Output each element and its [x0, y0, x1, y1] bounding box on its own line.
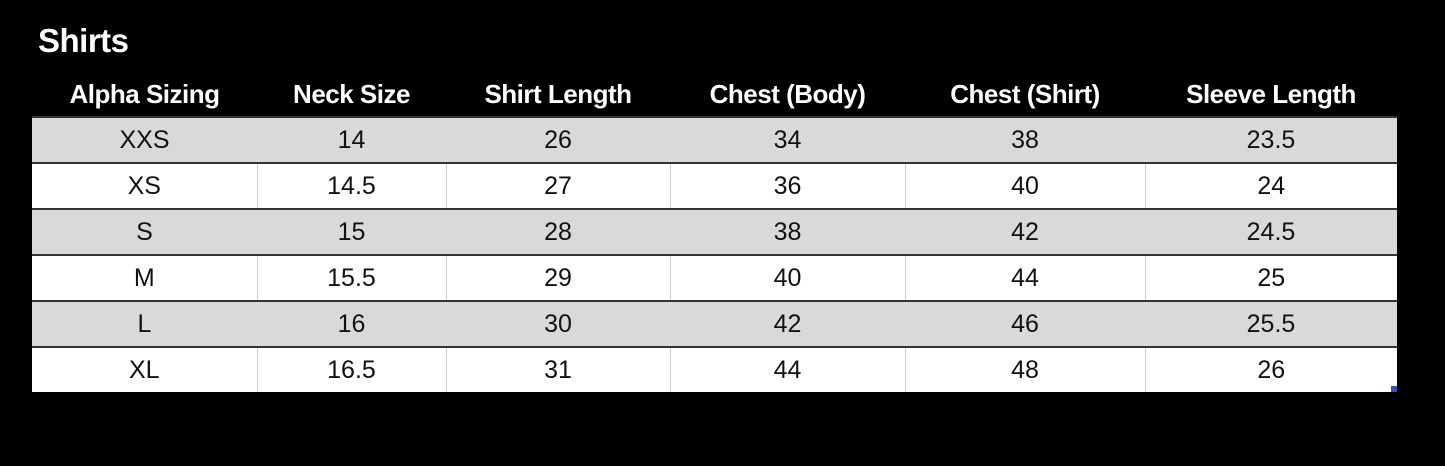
- table-cell[interactable]: 42: [670, 300, 905, 347]
- column-header: Sleeve Length: [1186, 78, 1356, 109]
- header-row: Alpha Sizing Neck Size Shirt Length Chest (…: [32, 72, 1397, 117]
- table-cell[interactable]: 48: [904, 346, 1145, 392]
- column-header: Neck Size: [293, 78, 410, 109]
- table-row: S 15 28 38 42 24.5: [32, 208, 1397, 255]
- table-cell[interactable]: 24.5: [1145, 208, 1397, 255]
- column-header: Shirt Length: [484, 78, 632, 109]
- table-row: M 15.5 29 40 44 25: [32, 254, 1397, 301]
- table-cell[interactable]: 25: [1144, 254, 1397, 301]
- table-cell[interactable]: 36: [669, 162, 905, 209]
- table-cell[interactable]: 40: [669, 254, 905, 301]
- table-row: L 16 30 42 46 25.5: [32, 300, 1397, 347]
- table-cell[interactable]: 27: [445, 162, 670, 209]
- table-cell[interactable]: L: [32, 300, 257, 347]
- table-cell[interactable]: 24: [1144, 162, 1397, 209]
- table-title: Shirts: [38, 22, 129, 59]
- table-cell[interactable]: 15.5: [256, 254, 446, 301]
- table-cell[interactable]: 23.5: [1145, 116, 1397, 163]
- table-cell[interactable]: 26: [1144, 346, 1397, 392]
- table-row: XXS 14 26 34 38 23.5: [32, 116, 1397, 163]
- column-header: Alpha Sizing: [69, 78, 221, 109]
- table-cell[interactable]: 34: [670, 116, 905, 163]
- table-cell[interactable]: 14.5: [256, 162, 446, 209]
- table-cell[interactable]: 26: [446, 116, 670, 163]
- column-header: Chest (Shirt): [950, 78, 1100, 109]
- table-cell[interactable]: 31: [445, 346, 670, 392]
- table-cell[interactable]: 16.5: [256, 346, 446, 392]
- table-cell[interactable]: 15: [257, 208, 446, 255]
- table-cell[interactable]: 38: [905, 116, 1145, 163]
- table-cell[interactable]: 44: [904, 254, 1145, 301]
- table-cell[interactable]: 42: [905, 208, 1145, 255]
- table-cell[interactable]: 40: [904, 162, 1145, 209]
- table-row: XL 16.5 31 44 48 26: [32, 346, 1397, 392]
- table-cell[interactable]: 29: [445, 254, 670, 301]
- table-cell[interactable]: 14: [257, 116, 446, 163]
- table-cell[interactable]: XL: [32, 346, 257, 392]
- table-cell[interactable]: 16: [257, 300, 446, 347]
- table-cell[interactable]: 38: [670, 208, 905, 255]
- table-cell[interactable]: 46: [905, 300, 1145, 347]
- fill-handle[interactable]: [1391, 386, 1397, 392]
- table-cell[interactable]: 25.5: [1145, 300, 1397, 347]
- table-cell[interactable]: 30: [446, 300, 670, 347]
- column-header: Chest (Body): [709, 78, 866, 109]
- table-cell[interactable]: XS: [32, 162, 257, 209]
- table-cell[interactable]: XXS: [32, 116, 257, 163]
- size-chart-table: Alpha Sizing Neck Size Shirt Length Chest (…: [32, 72, 1397, 392]
- table-cell[interactable]: M: [32, 254, 257, 301]
- table-cell[interactable]: 28: [446, 208, 670, 255]
- table-row: XS 14.5 27 36 40 24: [32, 162, 1397, 209]
- table-cell[interactable]: S: [32, 208, 257, 255]
- table-cell[interactable]: 44: [669, 346, 905, 392]
